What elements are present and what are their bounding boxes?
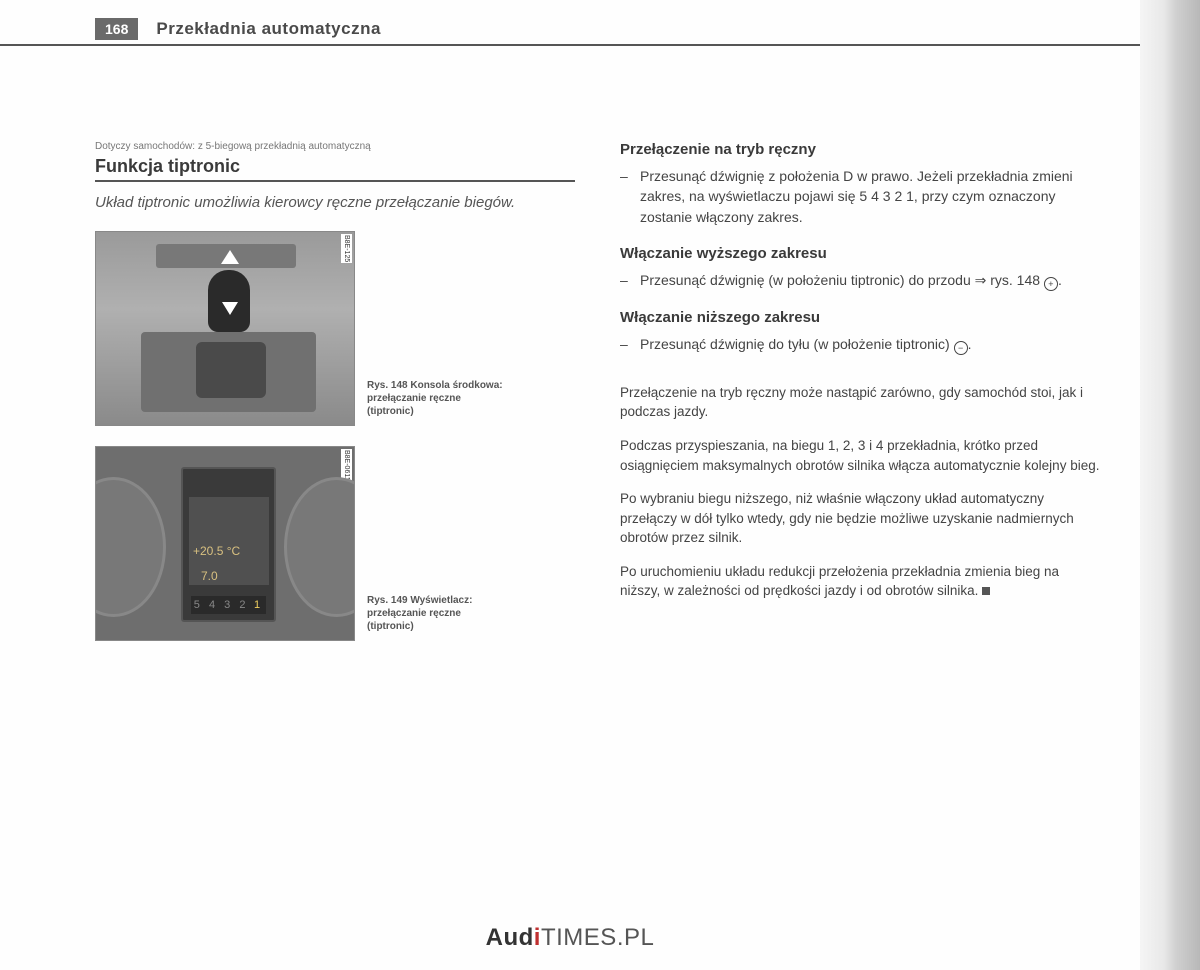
gear-active: 1: [254, 599, 263, 611]
subheading-downshift: Włączanie niższego zakresu: [620, 309, 1100, 326]
figure-149-caption: Rys. 149 Wyświetlacz: przełączanie ręczn…: [367, 594, 507, 633]
brand-part: .PL: [617, 924, 655, 951]
figure-149-image: B8E-0611 +20.5 °C 7.0 5 4 3 21: [95, 446, 355, 641]
arrow-down-icon: [222, 302, 238, 315]
bullet-text: Przesunąć dźwignię z położenia D w prawo…: [640, 166, 1100, 227]
paragraph-text: Po uruchomieniu układu redukcji przełoże…: [620, 564, 1059, 599]
paragraph: Po uruchomieniu układu redukcji przełoże…: [620, 562, 1100, 601]
two-column-layout: Dotyczy samochodów: z 5-biegową przekład…: [95, 141, 1100, 661]
gears-inactive: 5 4 3 2: [194, 599, 249, 611]
bullet-text: Przesunąć dźwignię (w położeniu tiptroni…: [640, 270, 1062, 291]
chapter-title: Przekładnia automatyczna: [156, 19, 381, 39]
subheading-upshift: Włączanie wyższego zakresu: [620, 245, 1100, 262]
figure-148-caption: Rys. 148 Konsola środkowa: przełączanie …: [367, 379, 507, 418]
bullet-text: Przesunąć dźwignię do tyłu (w położenie …: [640, 334, 972, 355]
applies-to-note: Dotyczy samochodów: z 5-biegową przekład…: [95, 141, 575, 152]
bullet-dash: –: [620, 166, 640, 227]
figure-148: B8E-125 Rys. 148 Konsola środkowa: przeł…: [95, 231, 575, 426]
paragraph: Po wybraniu biegu niższego, niż właśnie …: [620, 489, 1100, 548]
gauge-left: [95, 477, 166, 617]
bullet-group-1: – Przesunąć dźwignię z położenia D w pra…: [620, 166, 1100, 227]
plus-icon: +: [1044, 277, 1058, 291]
figure-149: B8E-0611 +20.5 °C 7.0 5 4 3 21 Rys. 149 …: [95, 446, 575, 641]
text-part: .: [1058, 272, 1062, 288]
minus-icon: −: [954, 341, 968, 355]
end-marker-icon: [982, 587, 990, 595]
brand-part: Aud: [486, 924, 534, 951]
page-number: 168: [95, 18, 138, 40]
text-part: Przesunąć dźwignię do tyłu (w położenie …: [640, 336, 954, 352]
brand-part: i: [534, 924, 541, 951]
page-content: 168 Przekładnia automatyczna Dotyczy sam…: [0, 0, 1120, 681]
gear-knob: [208, 270, 250, 332]
temp-reading: +20.5 °C: [193, 544, 240, 558]
section-title: Funkcja tiptronic: [95, 156, 575, 182]
left-column: Dotyczy samochodów: z 5-biegową przekład…: [95, 141, 575, 661]
brand-part: TIMES: [541, 924, 617, 951]
fuel-reading: 7.0: [201, 569, 218, 583]
gear-indicator: 5 4 3 2 1: [191, 596, 266, 614]
page-header: 168 Przekładnia automatyczna: [95, 18, 1100, 40]
bullet-group-2: – Przesunąć dźwignię (w położeniu tiptro…: [620, 270, 1100, 291]
section-subtitle: Układ tiptronic umożliwia kierowcy ręczn…: [95, 192, 575, 213]
right-column: Przełączenie na tryb ręczny – Przesunąć …: [620, 141, 1100, 661]
footer-watermark: AudiTIMES.PL: [0, 924, 1140, 952]
paragraph: Podczas przyspieszania, na biegu 1, 2, 3…: [620, 436, 1100, 475]
paragraph: Przełączenie na tryb ręczny może nastąpi…: [620, 383, 1100, 422]
bullet-group-3: – Przesunąć dźwignię do tyłu (w położeni…: [620, 334, 1100, 355]
gauge-right: [284, 477, 355, 617]
gear-slot: [196, 342, 266, 398]
bullet-dash: –: [620, 334, 640, 355]
page-fold-shadow: [1140, 0, 1200, 970]
bullet-dash: –: [620, 270, 640, 291]
subheading-manual-mode: Przełączenie na tryb ręczny: [620, 141, 1100, 158]
bullet-item: – Przesunąć dźwignię (w położeniu tiptro…: [620, 270, 1100, 291]
arrow-up-icon: [221, 250, 239, 264]
text-part: Przesunąć dźwignię (w położeniu tiptroni…: [640, 272, 1044, 288]
bullet-item: – Przesunąć dźwignię do tyłu (w położeni…: [620, 334, 1100, 355]
dashboard-screen: +20.5 °C 7.0 5 4 3 2 1: [181, 467, 276, 622]
text-part: .: [968, 336, 972, 352]
header-divider: [0, 44, 1140, 46]
bullet-item: – Przesunąć dźwignię z położenia D w pra…: [620, 166, 1100, 227]
figure-148-image: B8E-125: [95, 231, 355, 426]
figure-badge: B8E-125: [341, 234, 352, 263]
